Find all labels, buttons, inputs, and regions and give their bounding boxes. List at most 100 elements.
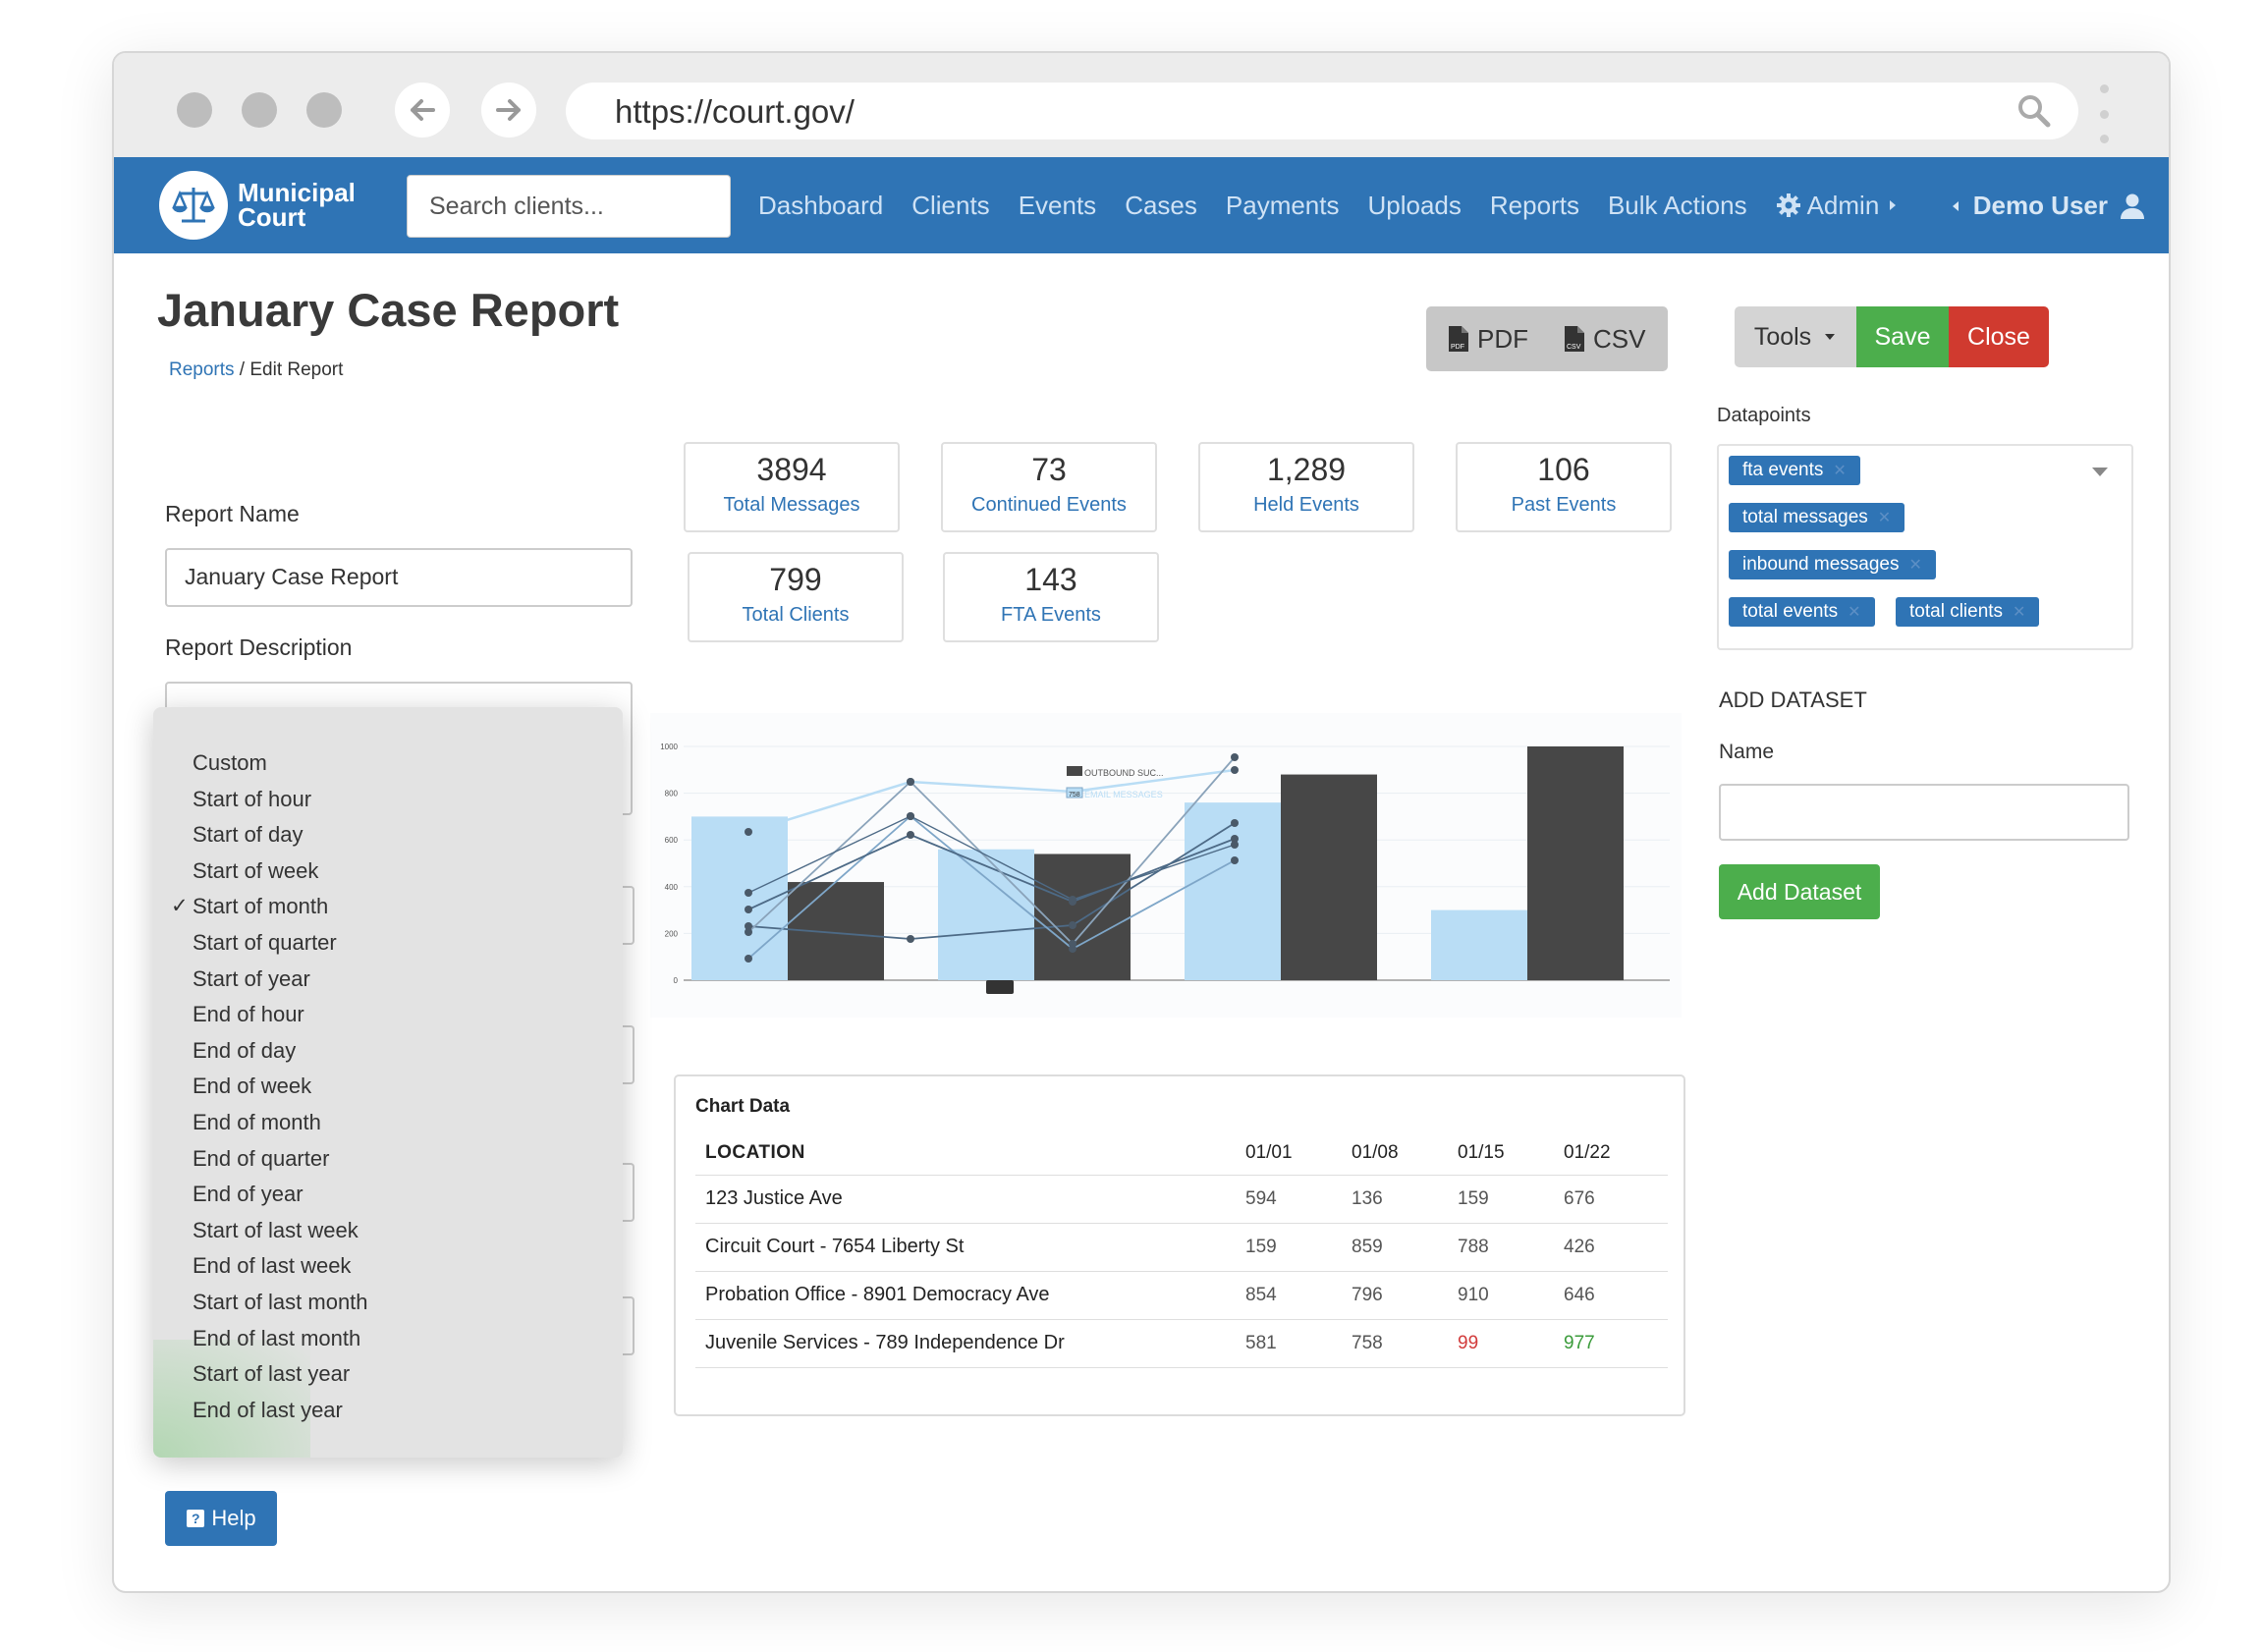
forward-arrow-icon[interactable] [481, 83, 536, 138]
browser-menu-icon[interactable] [2100, 84, 2110, 143]
dropdown-option[interactable]: Start of last month [193, 1290, 368, 1315]
tools-dropdown-button[interactable]: Tools [1735, 306, 1856, 367]
chart-point[interactable] [745, 955, 752, 963]
chart-point[interactable] [1231, 841, 1239, 849]
datapoint-tag[interactable]: total clients ✕ [1896, 597, 2040, 627]
help-button[interactable]: ? Help [165, 1491, 277, 1546]
dropdown-option[interactable]: Start of quarter [193, 930, 337, 956]
dropdown-option[interactable]: End of last month [193, 1326, 360, 1351]
stat-past-events[interactable]: 106 Past Events [1456, 442, 1672, 532]
dropdown-option-label: End of last year [193, 1397, 343, 1422]
dropdown-option-label: End of day [193, 1037, 297, 1063]
dropdown-option[interactable]: Start of last year [193, 1361, 350, 1387]
chart-bar[interactable] [1185, 802, 1281, 980]
dropdown-option[interactable]: End of last year [193, 1398, 343, 1423]
nav-reports[interactable]: Reports [1489, 190, 1579, 220]
chart-point[interactable] [745, 828, 752, 836]
dropdown-option[interactable]: End of hour [193, 1002, 304, 1027]
chevron-down-icon[interactable] [2092, 468, 2108, 476]
stat-held-events[interactable]: 1,289 Held Events [1198, 442, 1414, 532]
datapoints-multiselect[interactable]: fta events ✕ total messages ✕ inbound mess… [1717, 444, 2133, 650]
nav-bulk-actions[interactable]: Bulk Actions [1607, 190, 1747, 220]
chart-bar[interactable] [1034, 854, 1131, 980]
remove-tag-icon[interactable]: ✕ [2013, 604, 2026, 621]
chart-point[interactable] [1231, 835, 1239, 843]
chart-point[interactable] [745, 889, 752, 897]
chart-point[interactable] [907, 935, 914, 943]
chart-point[interactable] [1069, 896, 1076, 904]
dropdown-option[interactable]: End of week [193, 1074, 311, 1099]
dropdown-option-label: Start of quarter [193, 930, 337, 955]
dropdown-option[interactable]: Start of day [193, 822, 304, 848]
dropdown-option[interactable]: Start of hour [193, 787, 311, 812]
remove-tag-icon[interactable]: ✕ [1848, 604, 1861, 621]
window-minimize-dot[interactable] [242, 92, 277, 128]
user-menu[interactable]: Demo User [1950, 191, 2145, 221]
dropdown-option[interactable]: End of month [193, 1110, 321, 1135]
dropdown-option[interactable]: ✓ Start of month [171, 894, 328, 919]
back-arrow-icon[interactable] [395, 83, 450, 138]
dropdown-option[interactable]: Start of year [193, 966, 310, 992]
chart-point[interactable] [907, 812, 914, 820]
dropdown-option-label: Start of last week [193, 1217, 359, 1242]
nav-dashboard[interactable]: Dashboard [758, 190, 884, 220]
csv-button[interactable]: CSV CSV [1528, 324, 1645, 355]
remove-tag-icon[interactable]: ✕ [1877, 510, 1892, 526]
report-chart[interactable]: 0 200 400 600 800 1000 OUTBOUND SUC... 758 EM… [650, 713, 1682, 1018]
window-maximize-dot[interactable] [306, 92, 342, 128]
scales-of-justice-icon[interactable] [159, 171, 228, 240]
chart-point[interactable] [745, 928, 752, 936]
report-name-input[interactable]: January Case Report [165, 548, 633, 607]
close-button[interactable]: Close [1949, 306, 2049, 367]
dropdown-option[interactable]: Start of week [193, 858, 318, 884]
add-dataset-button[interactable]: Add Dataset [1719, 864, 1880, 919]
datapoint-tag[interactable]: total events ✕ [1729, 597, 1875, 627]
datapoint-tag[interactable]: total messages ✕ [1729, 503, 1905, 532]
chart-point[interactable] [1069, 921, 1076, 929]
dropdown-option[interactable]: End of year [193, 1182, 304, 1207]
save-button[interactable]: Save [1856, 306, 1949, 367]
chart-point[interactable] [1231, 856, 1239, 864]
chart-bar[interactable] [938, 849, 1034, 980]
brand-name[interactable]: Municipal Court [238, 180, 356, 230]
dropdown-option[interactable]: End of day [193, 1038, 296, 1064]
chart-point[interactable] [907, 831, 914, 839]
chart-point[interactable] [1231, 766, 1239, 774]
nav-clients[interactable]: Clients [911, 190, 990, 220]
search-icon[interactable] [2015, 92, 2053, 130]
dropdown-option[interactable]: Custom [193, 750, 267, 776]
dropdown-option[interactable]: End of quarter [193, 1146, 329, 1172]
chart-point[interactable] [907, 778, 914, 786]
dropdown-option[interactable]: End of last week [193, 1253, 351, 1279]
chart-scroll-handle[interactable] [986, 980, 1014, 994]
stat-total-messages[interactable]: 3894 Total Messages [684, 442, 900, 532]
dataset-name-input[interactable] [1719, 784, 2129, 841]
date-preset-dropdown[interactable]: Custom Start of hour Start of day Start of … [153, 707, 623, 1458]
nav-cases[interactable]: Cases [1125, 190, 1197, 220]
chart-point[interactable] [745, 922, 752, 930]
remove-tag-icon[interactable]: ✕ [1908, 557, 1922, 574]
datapoint-tag[interactable]: inbound messages ✕ [1729, 550, 1936, 579]
chart-bar[interactable] [1527, 746, 1624, 980]
search-clients-input[interactable]: Search clients... [407, 175, 731, 238]
nav-uploads[interactable]: Uploads [1367, 190, 1462, 220]
chart-point[interactable] [1231, 753, 1239, 761]
stat-fta-events[interactable]: 143 FTA Events [943, 552, 1159, 642]
nav-events[interactable]: Events [1018, 190, 1097, 220]
address-bar[interactable]: https://court.gov/ [566, 83, 2078, 139]
stat-total-clients[interactable]: 799 Total Clients [688, 552, 904, 642]
dropdown-option[interactable]: Start of last week [193, 1218, 359, 1243]
chart-point[interactable] [1231, 819, 1239, 827]
breadcrumb-reports-link[interactable]: Reports [169, 359, 235, 380]
chart-point[interactable] [1069, 940, 1076, 948]
nav-payments[interactable]: Payments [1225, 190, 1340, 220]
stat-continued-events[interactable]: 73 Continued Events [941, 442, 1157, 532]
nav-admin[interactable]: Admin [1776, 191, 1900, 221]
pdf-button[interactable]: PDF PDF [1426, 324, 1528, 355]
chart-point[interactable] [745, 906, 752, 913]
datapoint-tag[interactable]: fta events ✕ [1729, 456, 1860, 485]
window-close-dot[interactable] [177, 92, 212, 128]
chart-bar[interactable] [1281, 774, 1377, 980]
chart-bar[interactable] [1431, 909, 1527, 980]
remove-tag-icon[interactable]: ✕ [1833, 463, 1847, 479]
